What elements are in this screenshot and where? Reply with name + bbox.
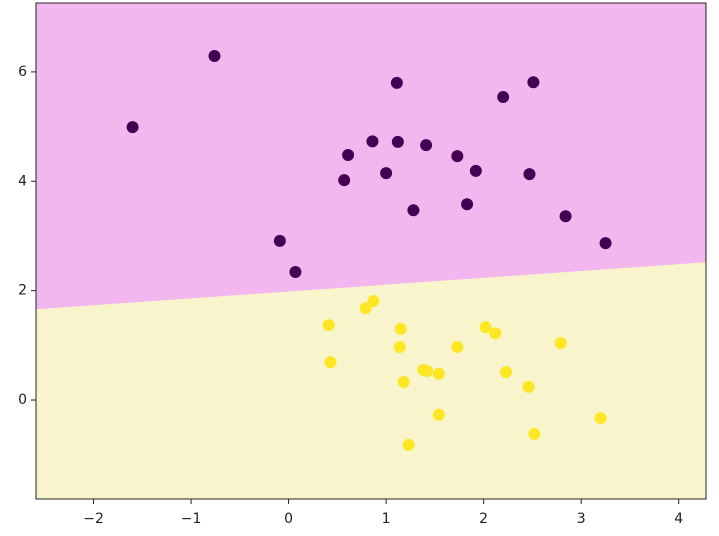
x-tick-label: 4 xyxy=(674,511,683,527)
point xyxy=(273,234,286,247)
plot-frame xyxy=(35,2,707,500)
point xyxy=(338,174,351,187)
point xyxy=(367,295,380,308)
point xyxy=(497,91,510,104)
point xyxy=(432,367,445,380)
point xyxy=(489,327,502,340)
x-tick-label: −2 xyxy=(83,511,104,527)
point xyxy=(322,319,335,332)
point xyxy=(391,135,404,148)
point xyxy=(528,427,541,440)
point xyxy=(451,340,464,353)
x-tick-label: 3 xyxy=(577,511,586,527)
point xyxy=(461,198,474,211)
y-tick-label: 2 xyxy=(18,283,27,299)
point xyxy=(397,375,410,388)
point xyxy=(522,380,535,393)
point xyxy=(559,210,572,223)
point xyxy=(359,302,372,315)
point xyxy=(289,266,302,279)
point xyxy=(380,167,393,180)
point xyxy=(402,438,415,451)
upper-region xyxy=(36,3,706,310)
point xyxy=(500,366,513,379)
point xyxy=(599,237,612,250)
point xyxy=(527,76,540,89)
point xyxy=(394,322,407,335)
x-tick-label: −1 xyxy=(181,511,202,527)
y-tick-label: 0 xyxy=(18,392,27,408)
point xyxy=(469,164,482,177)
point xyxy=(554,337,567,350)
y-tick-label: 4 xyxy=(18,173,27,189)
point xyxy=(479,321,492,334)
point xyxy=(342,149,355,162)
point xyxy=(324,356,337,369)
x-tick-label: 1 xyxy=(382,511,391,527)
point xyxy=(421,365,434,378)
point xyxy=(208,50,221,63)
point xyxy=(420,139,433,152)
x-tick-label: 2 xyxy=(479,511,488,527)
y-tick-label: 6 xyxy=(18,64,27,80)
point xyxy=(407,204,420,217)
point xyxy=(393,340,406,353)
point xyxy=(451,150,464,163)
point xyxy=(594,412,607,425)
x-tick-label: 0 xyxy=(284,511,293,527)
point xyxy=(390,76,403,89)
point xyxy=(523,168,536,181)
point xyxy=(366,135,379,148)
point xyxy=(432,408,445,421)
point xyxy=(126,121,139,134)
